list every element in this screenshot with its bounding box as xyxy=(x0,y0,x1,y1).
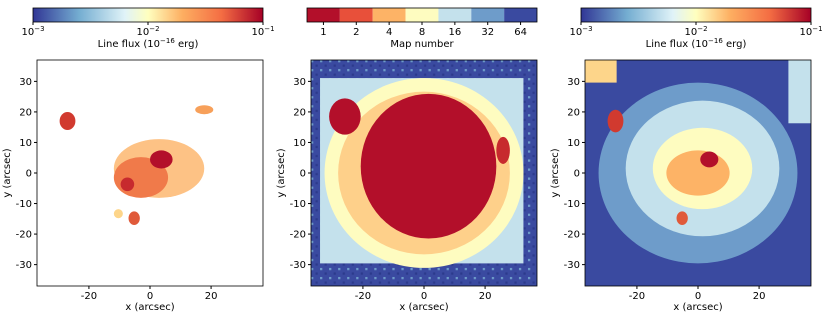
colorbar-segment xyxy=(504,8,537,22)
label-part: −16 xyxy=(160,37,175,45)
y-axis-label: y (arcsec) xyxy=(550,148,561,197)
colorbar-tick-label: 10−1 xyxy=(251,25,274,38)
x-tick-label: 0 xyxy=(421,291,427,302)
x-tick-label: -20 xyxy=(629,291,645,302)
y-tick-label: 0 xyxy=(574,169,580,180)
y-tick-label: -10 xyxy=(564,199,580,210)
tick-base: 10 xyxy=(569,27,582,38)
x-axis-label: x (arcsec) xyxy=(399,302,448,312)
tick-exponent: −2 xyxy=(697,25,707,33)
flux-image xyxy=(37,60,263,286)
x-tick-label: -20 xyxy=(81,291,97,302)
y-tick-label: 20 xyxy=(19,107,32,118)
colorbar-segment xyxy=(372,8,406,22)
y-tick-label: 30 xyxy=(19,77,32,88)
y-tick-label: 20 xyxy=(567,107,580,118)
map-number-image xyxy=(311,60,537,286)
colorbar-tick-label: 10−3 xyxy=(21,25,44,38)
tick-exponent: −1 xyxy=(264,25,274,33)
x-tick-label: 20 xyxy=(205,291,218,302)
tick-exponent: −3 xyxy=(34,25,44,33)
y-tick-label: 0 xyxy=(300,169,306,180)
colorbar-segment xyxy=(405,8,439,22)
tick-base: 10 xyxy=(799,27,812,38)
colorbar-tick-label: 10−3 xyxy=(569,25,592,38)
y-tick-label: -30 xyxy=(290,260,306,271)
colorbar-segment xyxy=(339,8,373,22)
colorbar-tick-label: 4 xyxy=(386,27,392,38)
x-axis-label: x (arcsec) xyxy=(125,302,174,312)
tick-base: 10 xyxy=(251,27,264,38)
tick-base: 10 xyxy=(136,27,149,38)
x-tick-label: 20 xyxy=(479,291,492,302)
y-axis-label: y (arcsec) xyxy=(2,148,13,197)
y-tick-label: 30 xyxy=(567,77,580,88)
y-tick-label: -30 xyxy=(16,260,32,271)
x-tick-label: 0 xyxy=(695,291,701,302)
y-axis-label: y (arcsec) xyxy=(276,148,287,197)
y-tick-label: 20 xyxy=(293,107,306,118)
y-tick-label: -10 xyxy=(16,199,32,210)
y-tick-label: -10 xyxy=(290,199,306,210)
label-part: erg) xyxy=(723,39,747,50)
x-tick-label: 0 xyxy=(147,291,153,302)
x-tick-label: 20 xyxy=(753,291,766,302)
colorbar-tick-label: 16 xyxy=(448,27,461,38)
colorbar-tick-label: 64 xyxy=(514,27,527,38)
colorbar-label: Map number xyxy=(390,39,454,50)
colorbar-tick-label: 2 xyxy=(353,27,359,38)
colorbar xyxy=(33,8,263,22)
y-tick-label: -20 xyxy=(16,230,32,241)
colorbar-tick-label: 10−2 xyxy=(136,25,159,38)
tick-base: 10 xyxy=(684,27,697,38)
colorbar-frame xyxy=(580,7,812,23)
y-tick-label: -30 xyxy=(564,260,580,271)
label-part: Line flux (10 xyxy=(646,39,708,50)
colorbar-segment xyxy=(438,8,472,22)
tick-base: 10 xyxy=(21,27,34,38)
colorbar-tick-label: 10−1 xyxy=(799,25,822,38)
x-tick-label: -20 xyxy=(355,291,371,302)
colorbar xyxy=(581,8,811,22)
colorbar-frame xyxy=(32,7,264,23)
y-tick-label: -20 xyxy=(564,230,580,241)
colorbar-frame xyxy=(306,7,538,23)
label-part: erg) xyxy=(175,39,199,50)
y-tick-label: 10 xyxy=(567,138,580,149)
label-part: Map number xyxy=(390,39,454,50)
colorbar-label: Line flux (10−16 erg) xyxy=(98,37,199,50)
tick-exponent: −3 xyxy=(582,25,592,33)
y-tick-label: 10 xyxy=(293,138,306,149)
colorbar-tick-label: 10−2 xyxy=(684,25,707,38)
label-part: −16 xyxy=(708,37,723,45)
flux-image xyxy=(585,60,811,286)
colorbar-tick-label: 32 xyxy=(481,27,494,38)
colorbar-label: Line flux (10−16 erg) xyxy=(646,37,747,50)
colorbar-segment xyxy=(471,8,505,22)
y-tick-label: -20 xyxy=(290,230,306,241)
colorbar-tick-label: 8 xyxy=(419,27,425,38)
colorbar-tick-label: 1 xyxy=(320,27,326,38)
y-tick-label: 30 xyxy=(293,77,306,88)
x-axis-label: x (arcsec) xyxy=(673,302,722,312)
label-part: Line flux (10 xyxy=(98,39,160,50)
y-tick-label: 10 xyxy=(19,138,32,149)
y-tick-label: 0 xyxy=(26,169,32,180)
colorbar-segment xyxy=(307,8,340,22)
tick-exponent: −1 xyxy=(812,25,822,33)
tick-exponent: −2 xyxy=(149,25,159,33)
